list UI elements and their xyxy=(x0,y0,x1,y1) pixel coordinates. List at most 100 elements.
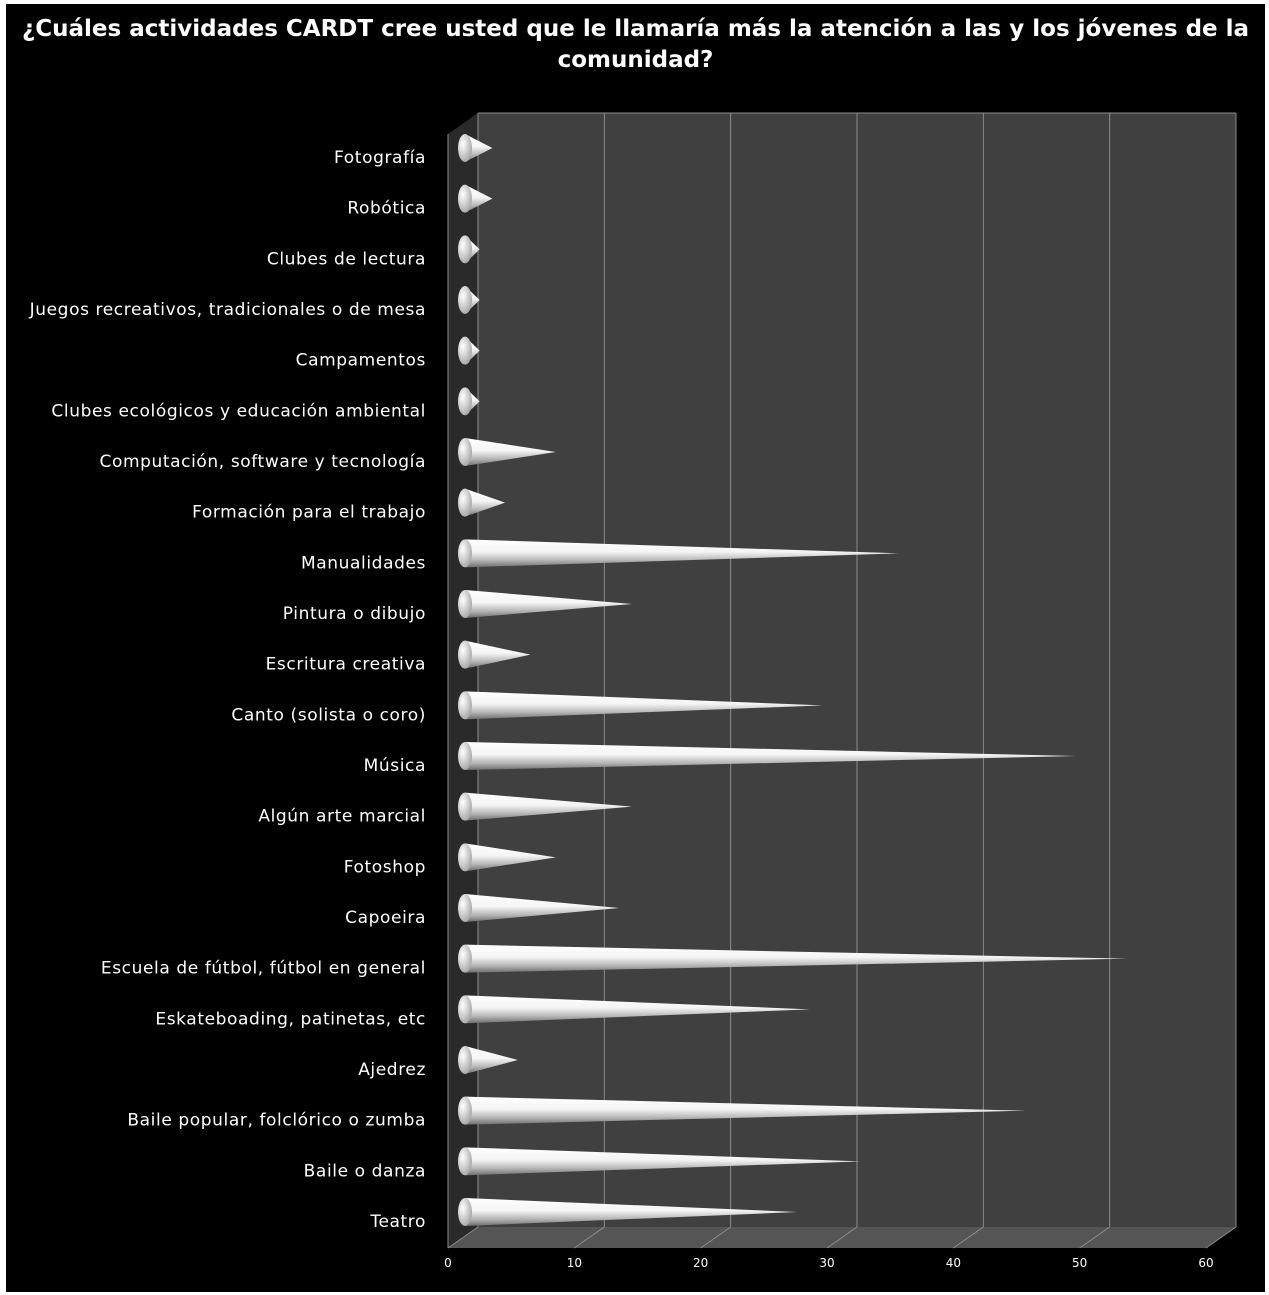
bar-cone xyxy=(458,1046,518,1074)
bar-cone xyxy=(458,134,493,162)
cone-base xyxy=(458,336,472,365)
tick-label-10: 10 xyxy=(567,1256,582,1270)
category-label: Música xyxy=(364,756,426,776)
bar-cone xyxy=(458,235,480,264)
cone-body xyxy=(465,640,531,669)
cone-base xyxy=(458,1046,472,1074)
category-label: Computación, software y tecnología xyxy=(99,452,426,472)
cone-base xyxy=(458,1198,472,1226)
bar-cone xyxy=(458,640,531,669)
bars xyxy=(458,134,1128,1226)
bar-cone xyxy=(458,691,823,720)
cone-base xyxy=(458,691,472,720)
category-labels: Fotografía Robótica Clubes de lectura Juego… xyxy=(29,148,426,1232)
category-label: Escritura creativa xyxy=(266,655,426,675)
plot-area xyxy=(448,113,1236,1248)
cone-base xyxy=(458,843,472,872)
tick-label-30: 30 xyxy=(819,1256,834,1270)
cone-base xyxy=(458,134,472,162)
side-wall xyxy=(448,113,478,1248)
bar-cone xyxy=(458,539,899,568)
cone-body xyxy=(465,1147,861,1176)
bar-cone xyxy=(458,488,506,517)
cone-base xyxy=(458,944,472,973)
gridline-depth xyxy=(447,1226,479,1249)
cone-body xyxy=(465,134,493,162)
cone-body xyxy=(465,843,556,872)
gridline-depth xyxy=(1079,1226,1110,1249)
cone-base xyxy=(458,235,472,264)
cone-base xyxy=(458,792,472,821)
category-label: Formación para el trabajo xyxy=(192,503,426,523)
bar-cone xyxy=(458,1147,861,1176)
category-label: Clubes ecológicos y educación ambiental xyxy=(51,401,426,421)
bar-cone xyxy=(458,742,1077,770)
gridline-depth xyxy=(574,1226,605,1249)
gridline-depth xyxy=(700,1226,731,1249)
bar-cone xyxy=(458,1198,798,1226)
category-label: Juegos recreativos, tradicionales o de m… xyxy=(29,300,426,320)
cone-base xyxy=(458,742,472,770)
category-label: Teatro xyxy=(369,1212,426,1232)
category-label: Algún arte marcial xyxy=(258,807,426,827)
gridline-depth xyxy=(826,1226,858,1249)
gridline-depth xyxy=(1205,1226,1237,1249)
category-label: Baile popular, folclórico o zumba xyxy=(127,1111,426,1131)
category-label: Pintura o dibujo xyxy=(283,604,426,624)
tick-label-0: 0 xyxy=(444,1256,452,1270)
cone-base xyxy=(458,387,472,416)
bar-cone xyxy=(458,995,810,1024)
bar-cone xyxy=(458,286,480,314)
category-label: Clubes de lectura xyxy=(267,249,426,269)
cone-base xyxy=(458,640,472,669)
cone-body xyxy=(465,944,1128,973)
category-label: Ajedrez xyxy=(358,1060,426,1080)
bar-cone xyxy=(458,336,480,365)
cone-base xyxy=(458,1147,472,1176)
cone-base xyxy=(458,286,472,314)
cone-base xyxy=(458,184,472,213)
category-label: Campamentos xyxy=(296,351,426,371)
category-label: Fotografía xyxy=(334,148,426,168)
bar-cone xyxy=(458,438,556,466)
cone-base xyxy=(458,1096,472,1125)
cone-body xyxy=(465,1046,518,1074)
cone-body xyxy=(465,184,493,213)
cone-body xyxy=(465,438,556,466)
bar-cone xyxy=(458,894,620,922)
category-label: Robótica xyxy=(347,199,426,219)
category-label: Manualidades xyxy=(301,553,426,573)
cone-body xyxy=(465,894,620,922)
cone-body xyxy=(465,691,823,720)
cone-base xyxy=(458,539,472,568)
bar-cone xyxy=(458,944,1128,973)
tick-label-50: 50 xyxy=(1072,1256,1087,1270)
category-label: Capoeira xyxy=(345,908,426,928)
bar-cone xyxy=(458,590,633,618)
cone-body xyxy=(465,590,633,618)
cone-base xyxy=(458,488,472,517)
bar-cone xyxy=(458,1096,1026,1125)
tick-label-60: 60 xyxy=(1198,1256,1213,1270)
cone-base xyxy=(458,590,472,618)
bar-cone xyxy=(458,387,480,416)
chart-title: ¿Cuáles actividades CARDT cree usted que… xyxy=(21,16,1250,73)
cone-body xyxy=(465,995,810,1024)
x-axis-ticks: 0 10 20 30 40 50 60 xyxy=(444,1256,1213,1270)
cone-base xyxy=(458,894,472,922)
cone-body xyxy=(465,742,1077,770)
cone-base xyxy=(458,438,472,466)
tick-label-40: 40 xyxy=(946,1256,961,1270)
bar-cone xyxy=(458,184,493,213)
category-label: Baile o danza xyxy=(304,1161,426,1181)
category-label: Escuela de fútbol, fútbol en general xyxy=(101,959,426,979)
tick-label-20: 20 xyxy=(693,1256,708,1270)
bar-cone xyxy=(458,843,556,872)
cone-body xyxy=(465,488,506,517)
cone-body xyxy=(465,792,633,821)
cone-body xyxy=(465,1198,798,1226)
category-label: Eskateboading, patinetas, etc xyxy=(155,1009,426,1029)
cone-base xyxy=(458,995,472,1024)
cone-body xyxy=(465,1096,1026,1125)
